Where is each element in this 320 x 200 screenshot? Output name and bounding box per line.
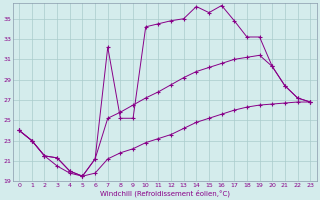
X-axis label: Windchill (Refroidissement éolien,°C): Windchill (Refroidissement éolien,°C) — [100, 189, 230, 197]
